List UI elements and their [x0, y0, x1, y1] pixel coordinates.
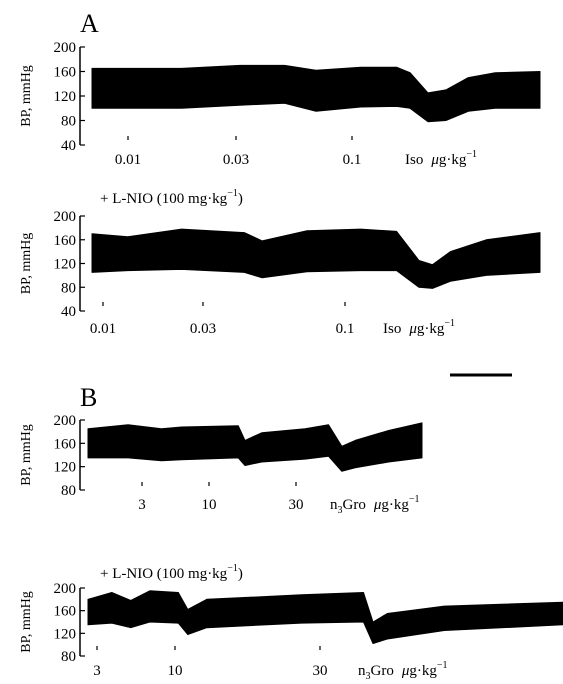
- y-tick-label: 120: [54, 626, 77, 642]
- trace-panel-a-control: 200 160 120 80 40 BP, mmHg 0.01 0.03 0.1 Iso μg·kg…: [19, 40, 541, 168]
- drug-unit-label: n3Gro μg·kg−1: [330, 494, 420, 516]
- y-tick-label: 80: [61, 114, 76, 130]
- trace-panel-b-control: 200 160 120 80 BP, mmHg 3 10 30 n3Gro μg·kg−1: [19, 413, 423, 516]
- dose-label: 3: [93, 663, 101, 679]
- dose-label: 0.03: [190, 321, 216, 337]
- drug-unit-label: Iso μg·kg−1: [383, 318, 455, 337]
- bp-trace-band: [91, 64, 541, 123]
- y-tick-label: 80: [61, 280, 76, 296]
- y-tick-label: 160: [54, 233, 77, 249]
- y-tick-label: 200: [54, 413, 77, 429]
- lnio-annotation: + L-NIO (100 mg·kg−1): [100, 563, 243, 582]
- bp-trace-band: [87, 590, 563, 644]
- y-tick-label: 200: [54, 40, 77, 56]
- y-axis-label: BP, mmHg: [19, 233, 34, 294]
- dose-label: 10: [202, 497, 217, 513]
- y-tick-label: 40: [61, 138, 76, 154]
- y-tick-label: 160: [54, 65, 77, 81]
- panel-label-a: A: [80, 9, 99, 38]
- trace-panel-b-lnio: 200 160 120 80 BP, mmHg 3 10 30 n3Gro μg·kg−1 + L-…: [19, 563, 563, 682]
- dose-label: 0.1: [343, 152, 362, 168]
- y-tick-label: 120: [54, 460, 77, 476]
- y-tick-label: 80: [61, 649, 76, 665]
- y-tick-label: 160: [54, 436, 77, 452]
- drug-unit-label: n3Gro μg·kg−1: [358, 660, 448, 682]
- y-axis-label: BP, mmHg: [19, 65, 34, 126]
- y-tick-label: 200: [54, 581, 77, 597]
- drug-unit-label: Iso μg·kg−1: [405, 149, 477, 168]
- panel-label-b: B: [80, 383, 97, 412]
- dose-label: 0.01: [115, 152, 141, 168]
- y-axis-label: BP, mmHg: [19, 424, 34, 485]
- y-tick-label: 200: [54, 209, 77, 225]
- dose-label: 30: [289, 497, 304, 513]
- dose-label: 3: [138, 497, 146, 513]
- lnio-annotation: + L-NIO (100 mg·kg−1): [100, 188, 243, 207]
- y-tick-label: 120: [54, 89, 77, 105]
- y-tick-label: 120: [54, 257, 77, 273]
- dose-label: 10: [168, 663, 183, 679]
- dose-label: 0.1: [336, 321, 355, 337]
- trace-panel-a-lnio: 200 160 120 80 40 BP, mmHg 0.01 0.03 0.1 Iso μg·kg…: [19, 188, 541, 337]
- y-axis-label: BP, mmHg: [19, 591, 34, 652]
- dose-label: 0.01: [90, 321, 116, 337]
- y-tick-label: 160: [54, 604, 77, 620]
- dose-label: 30: [313, 663, 328, 679]
- y-tick-label: 80: [61, 483, 76, 499]
- bp-trace-band: [87, 422, 423, 472]
- dose-label: 0.03: [223, 152, 249, 168]
- bp-trace-band: [91, 228, 541, 289]
- y-tick-label: 40: [61, 304, 76, 320]
